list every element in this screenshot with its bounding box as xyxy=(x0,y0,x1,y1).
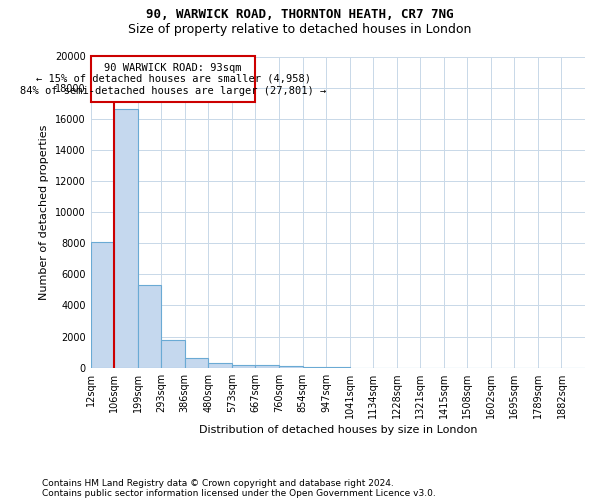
Text: 90 WARWICK ROAD: 93sqm: 90 WARWICK ROAD: 93sqm xyxy=(104,62,242,72)
Text: Contains public sector information licensed under the Open Government Licence v3: Contains public sector information licen… xyxy=(42,488,436,498)
Bar xyxy=(161,340,185,367)
X-axis label: Distribution of detached houses by size in London: Distribution of detached houses by size … xyxy=(199,425,477,435)
Bar xyxy=(138,285,161,368)
Text: 90, WARWICK ROAD, THORNTON HEATH, CR7 7NG: 90, WARWICK ROAD, THORNTON HEATH, CR7 7N… xyxy=(146,8,454,20)
Text: 84% of semi-detached houses are larger (27,801) →: 84% of semi-detached houses are larger (… xyxy=(20,86,326,96)
Bar xyxy=(91,242,114,368)
Bar xyxy=(114,110,138,368)
Text: Contains HM Land Registry data © Crown copyright and database right 2024.: Contains HM Land Registry data © Crown c… xyxy=(42,478,394,488)
Text: ← 15% of detached houses are smaller (4,958): ← 15% of detached houses are smaller (4,… xyxy=(35,74,311,84)
Text: Size of property relative to detached houses in London: Size of property relative to detached ho… xyxy=(128,22,472,36)
Y-axis label: Number of detached properties: Number of detached properties xyxy=(40,124,49,300)
Bar xyxy=(91,56,256,102)
Bar xyxy=(256,365,279,368)
Bar xyxy=(185,358,208,368)
Bar xyxy=(208,363,232,368)
Bar xyxy=(302,367,326,368)
Bar xyxy=(279,366,302,368)
Bar xyxy=(232,364,256,368)
